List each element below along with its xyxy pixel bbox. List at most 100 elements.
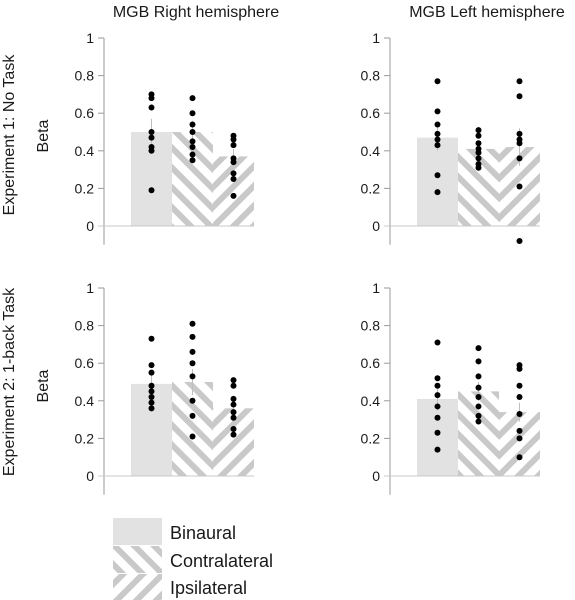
data-point-binaural [434, 382, 441, 389]
y-tick-label: 0 [86, 468, 94, 484]
data-point-binaural [434, 142, 441, 149]
data-point-binaural [434, 108, 441, 115]
data-point-ipsilateral [516, 454, 523, 461]
data-point-contralateral [475, 155, 482, 162]
data-point-binaural [434, 429, 441, 436]
y-tick-label: 0.8 [361, 68, 381, 84]
data-point-contralateral [475, 394, 482, 401]
data-point-ipsilateral [230, 401, 237, 408]
data-point-ipsilateral [516, 410, 523, 417]
col-title-right: MGB Right hemisphere [113, 4, 279, 21]
data-point-contralateral [475, 403, 482, 410]
bar-ipsilateral [213, 156, 254, 226]
data-point-ipsilateral [230, 142, 237, 149]
y-tick-label: 0.4 [75, 393, 95, 409]
data-point-contralateral [475, 127, 482, 134]
data-point-ipsilateral [230, 382, 237, 389]
y-tick-label: 0 [372, 218, 380, 234]
data-point-ipsilateral [230, 409, 237, 416]
col-title-left: MGB Left hemisphere [409, 4, 565, 21]
y-axis-label: Beta [35, 369, 52, 402]
data-point-binaural [434, 339, 441, 346]
row-label-experiment-2: Experiment 2: 1-back Task [1, 287, 18, 476]
y-tick-label: 0.6 [361, 105, 381, 121]
data-point-ipsilateral [516, 93, 523, 100]
data-point-ipsilateral [230, 170, 237, 177]
y-tick-label: 0.2 [361, 180, 381, 196]
data-point-contralateral [189, 110, 196, 117]
data-point-binaural [148, 388, 155, 395]
data-point-contralateral [475, 140, 482, 147]
legend-swatch-binaural [113, 518, 162, 545]
data-point-ipsilateral [516, 382, 523, 389]
data-point-ipsilateral [230, 431, 237, 438]
data-point-ipsilateral [516, 238, 523, 245]
data-point-ipsilateral [516, 394, 523, 401]
data-point-contralateral [189, 95, 196, 102]
data-point-contralateral [189, 157, 196, 164]
data-point-binaural [148, 335, 155, 342]
data-point-binaural [148, 95, 155, 102]
y-tick-label: 0.8 [75, 68, 95, 84]
chart-panel-2: 0 0.2 0.4 0.6 0.8 1 [361, 30, 540, 245]
data-point-contralateral [189, 320, 196, 327]
bar-contralateral [172, 382, 213, 476]
data-point-contralateral [475, 345, 482, 352]
data-point-contralateral [475, 373, 482, 380]
data-point-contralateral [475, 149, 482, 156]
y-tick-label: 1 [372, 280, 380, 296]
data-point-ipsilateral [230, 377, 237, 384]
data-point-binaural [148, 147, 155, 154]
legend-label-ipsilateral: Ipsilateral [170, 578, 247, 598]
data-point-ipsilateral [230, 414, 237, 421]
y-tick-label: 0.6 [75, 355, 95, 371]
data-point-binaural [148, 399, 155, 406]
data-point-binaural [148, 405, 155, 412]
y-tick-label: 0.2 [361, 430, 381, 446]
legend-swatch-ipsilateral [113, 574, 162, 600]
legend-label-contralateral: Contralateral [170, 551, 273, 571]
legend-label-binaural: Binaural [170, 523, 236, 543]
data-point-contralateral [189, 360, 196, 367]
y-tick-label: 0.2 [75, 430, 95, 446]
data-point-ipsilateral [230, 395, 237, 402]
y-tick-label: 0.6 [361, 355, 381, 371]
data-point-binaural [434, 78, 441, 85]
data-point-binaural [148, 369, 155, 376]
data-point-ipsilateral [516, 183, 523, 190]
legend: Binaural Contralateral Ipsilateral [113, 518, 273, 600]
data-point-binaural [434, 375, 441, 382]
y-tick-label: 0.2 [75, 180, 95, 196]
chart-panel-1: Beta 0 0.2 0.4 0.6 0.8 1 [35, 30, 254, 245]
bar-binaural [417, 398, 458, 476]
data-point-binaural [434, 172, 441, 179]
data-point-ipsilateral [516, 427, 523, 434]
y-tick-label: 0.8 [75, 318, 95, 334]
data-point-binaural [434, 136, 441, 143]
data-point-binaural [148, 104, 155, 111]
y-tick-label: 1 [86, 30, 94, 46]
data-point-contralateral [189, 333, 196, 340]
row-label-experiment-1: Experiment 1: No Task [1, 54, 18, 216]
data-point-contralateral [189, 348, 196, 355]
data-point-contralateral [475, 358, 482, 365]
data-point-ipsilateral [516, 78, 523, 85]
data-point-binaural [434, 392, 441, 399]
data-point-contralateral [189, 129, 196, 135]
y-tick-label: 1 [86, 280, 94, 296]
chart-panel-4: 0 0.2 0.4 0.6 0.8 1 [361, 280, 540, 495]
data-point-ipsilateral [516, 435, 523, 442]
data-point-ipsilateral [516, 155, 523, 162]
data-point-binaural [148, 187, 155, 194]
data-point-binaural [434, 446, 441, 453]
data-point-binaural [434, 189, 441, 196]
y-tick-label: 0.4 [75, 143, 95, 159]
data-point-contralateral [189, 151, 196, 158]
data-point-contralateral [475, 418, 482, 425]
data-point-ipsilateral [516, 365, 523, 372]
data-point-ipsilateral [230, 426, 237, 432]
data-point-contralateral [189, 397, 196, 404]
legend-swatch-contralateral [113, 546, 162, 573]
data-point-ipsilateral [230, 176, 237, 182]
